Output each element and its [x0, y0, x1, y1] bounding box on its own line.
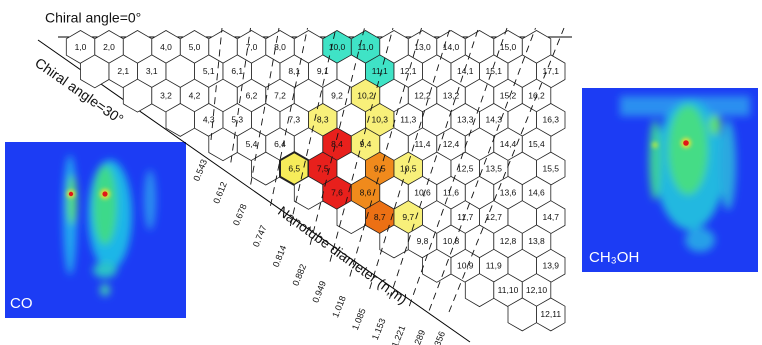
page: { "top_label": "Chiral angle=0°", "diag_… — [0, 0, 762, 345]
diameter-label: 0.949 — [310, 280, 328, 305]
hex-label: 5,4 — [246, 139, 258, 149]
hex-label: 8,0 — [274, 42, 286, 52]
diameter-label: 0.747 — [251, 224, 269, 249]
ch3oh-inset-image — [582, 88, 758, 272]
hex-label: 14,3 — [485, 115, 502, 125]
hex-label: 1,0 — [75, 42, 87, 52]
hex-label: 10,2 — [357, 90, 374, 100]
hex-label: 4,0 — [160, 42, 172, 52]
hex-label: 12,7 — [485, 212, 502, 222]
diameter-label: 0.543 — [191, 158, 209, 183]
hex-label: 15,4 — [528, 139, 545, 149]
hex-label: 15,5 — [542, 163, 559, 173]
hex-label: 10,3 — [371, 115, 388, 125]
hex-label: 11,3 — [400, 115, 416, 125]
hex-label: 9,7 — [402, 212, 414, 222]
hex-label: 15,2 — [500, 90, 517, 100]
hex-label: 2,1 — [117, 66, 129, 76]
hex-label: 7,5 — [317, 163, 329, 173]
hex-label: 6,5 — [288, 163, 300, 173]
hex-label: 14,4 — [500, 139, 517, 149]
hex-label: 9,8 — [417, 236, 429, 246]
hex-label: 2,0 — [103, 42, 115, 52]
hex-label: 13,5 — [485, 163, 502, 173]
hex-label: 11,6 — [443, 188, 459, 198]
hex-label: 6,2 — [246, 90, 258, 100]
diameter-label: 1.085 — [350, 307, 368, 332]
hex-label: 12,10 — [526, 285, 548, 295]
hex-label: 13,3 — [457, 115, 474, 125]
hex-label: 5,1 — [203, 66, 215, 76]
hex-label: 13,2 — [443, 90, 460, 100]
hex-label: 6,1 — [231, 66, 243, 76]
hex-label: 12,11 — [540, 309, 561, 319]
hex-label: 3,1 — [146, 66, 158, 76]
diameter-label: 1.356 — [429, 330, 447, 345]
hex-label: 4,2 — [189, 90, 201, 100]
co-inset-image — [5, 142, 186, 318]
hex-label: 5,3 — [231, 115, 243, 125]
hex-label: 12,4 — [443, 139, 460, 149]
hex-label: 12,8 — [500, 236, 517, 246]
inset-label: CO — [10, 295, 33, 312]
hex-label: 9,2 — [331, 90, 343, 100]
hex-label: 14,7 — [542, 212, 559, 222]
diameter-label: 1.153 — [370, 317, 388, 342]
diameter-label: 0.882 — [291, 263, 309, 288]
hex-label: 13,6 — [500, 188, 517, 198]
hex-label: 10,9 — [457, 261, 474, 271]
hex-label: 11,10 — [498, 285, 519, 295]
hex-label: 8,7 — [374, 212, 386, 222]
diameter-label: 0.814 — [271, 244, 289, 269]
hex-label: 11,9 — [486, 261, 502, 271]
hex-label: 13,9 — [542, 261, 559, 271]
hex-label: 7,3 — [288, 115, 300, 125]
hex-label: 12,5 — [457, 163, 474, 173]
diameter-label: 0.612 — [211, 180, 229, 205]
hex-label: 7,2 — [274, 90, 286, 100]
hex-label: 11,4 — [415, 139, 431, 149]
hex-label: 5,0 — [189, 42, 201, 52]
hex-label: 8,6 — [360, 188, 372, 198]
hex-label: 14,6 — [528, 188, 545, 198]
hex-label: 15,1 — [485, 66, 502, 76]
hex-label: 4,3 — [203, 115, 215, 125]
diameter-label: 1.289 — [410, 328, 428, 345]
hex-label: 11,7 — [457, 212, 473, 222]
hex-label: 13,8 — [528, 236, 545, 246]
hex-label: 10,5 — [400, 163, 417, 173]
inset-label: CH₃OH — [589, 249, 639, 266]
hex-label: 16,3 — [542, 115, 559, 125]
hex-label: 8,4 — [331, 139, 343, 149]
diameter-label: 1.221 — [390, 324, 408, 345]
diameter-label: 1.018 — [330, 294, 348, 319]
hex-label: 3,2 — [160, 90, 172, 100]
zigzag-label: Chiral angle=0° — [45, 10, 141, 26]
diameter-label: 0.678 — [231, 202, 249, 227]
hex-label: 8,3 — [317, 115, 329, 125]
hex-label: 10,6 — [414, 188, 431, 198]
hex-label: 7,6 — [331, 188, 343, 198]
hex-label: 11,1 — [372, 66, 388, 76]
chirality-map-figure: CO CH₃OH 1,02,04,05,07,08,010,011,013,01… — [0, 0, 762, 345]
hex-label: 15,0 — [500, 42, 517, 52]
